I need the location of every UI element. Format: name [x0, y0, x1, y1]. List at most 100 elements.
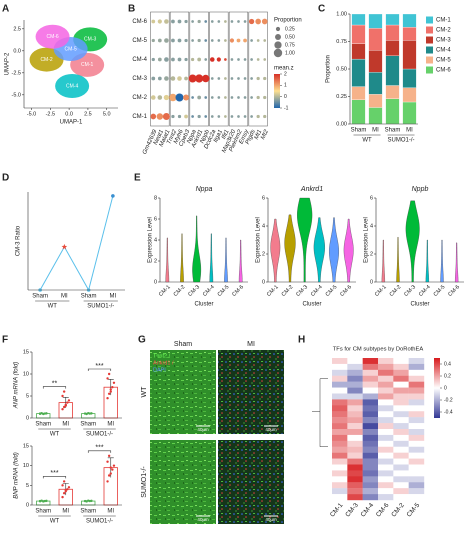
- cell: [393, 405, 409, 412]
- legend-swatch: [426, 56, 433, 64]
- y-axis-label: BNP mRNA (fold): [14, 452, 20, 499]
- point: [111, 386, 114, 389]
- dot: [224, 39, 227, 42]
- cell: [393, 399, 409, 406]
- panel-letter: D: [2, 173, 9, 184]
- cell: [332, 417, 348, 424]
- dot: [230, 115, 234, 118]
- cell: [362, 488, 379, 495]
- column-label: CM-2: [390, 502, 406, 519]
- gene-label: Nppa: [186, 128, 198, 144]
- bar-segment: [402, 68, 417, 88]
- gene-label: Itga1: [213, 129, 224, 144]
- panel-letter: B: [128, 4, 135, 15]
- dot: [216, 57, 221, 62]
- subplot-title: Ankrd1: [300, 186, 323, 193]
- dot: [175, 93, 184, 102]
- dot: [256, 95, 260, 100]
- dot: [210, 20, 214, 23]
- dot: [237, 77, 240, 80]
- violin: [192, 215, 202, 283]
- gene-group-box: [189, 11, 209, 127]
- cluster-label: CM-6: [46, 34, 58, 40]
- dot: [156, 113, 164, 120]
- violin: [381, 239, 385, 283]
- x-axis-label: Cluster: [302, 302, 321, 308]
- group-label: SUMO1-/-: [388, 138, 415, 144]
- cell: [362, 411, 379, 418]
- legend-swatch: [426, 26, 433, 34]
- scale-bar-label: 40µm: [197, 517, 209, 522]
- sig-bracket: [87, 368, 112, 371]
- dot: [230, 96, 234, 99]
- cell: [378, 411, 394, 418]
- dot: [164, 38, 169, 43]
- y-tick-label: 8: [154, 195, 157, 201]
- y-tick-label: 10: [23, 371, 29, 377]
- marker: [61, 243, 68, 250]
- size-legend-dot: [273, 48, 283, 58]
- violin: [270, 218, 281, 283]
- cell: [393, 434, 409, 442]
- cell: [332, 464, 348, 471]
- x-axis-label: UMAP-1: [60, 120, 83, 126]
- dot: [184, 19, 188, 24]
- group-label: WT: [48, 304, 58, 310]
- dot: [237, 58, 240, 61]
- cell: [408, 458, 425, 465]
- x-tick-label: Sham: [385, 128, 401, 134]
- y-axis-label: ANP mRNA (fold): [14, 362, 20, 410]
- column-label: CM-1: [329, 502, 345, 519]
- point: [106, 480, 109, 483]
- dot: [164, 76, 169, 81]
- point: [61, 394, 64, 398]
- dot: [224, 20, 227, 23]
- dot: [248, 18, 255, 25]
- cell: [332, 494, 348, 501]
- dot: [263, 95, 267, 100]
- violin: [238, 239, 243, 283]
- dot: [243, 58, 247, 61]
- point: [67, 399, 71, 402]
- legend-label: CM-1: [436, 18, 451, 24]
- dot: [204, 96, 208, 99]
- sig-bracket: [42, 386, 67, 389]
- gene-group-box: [150, 11, 170, 127]
- cell: [393, 476, 409, 483]
- cell: [408, 429, 425, 436]
- dot: [250, 96, 253, 99]
- dot: [157, 57, 162, 62]
- cell: [378, 417, 394, 424]
- bar-segment: [351, 99, 366, 125]
- dot: [170, 76, 176, 81]
- dot: [237, 20, 240, 23]
- x-tick-label: MI: [62, 422, 69, 428]
- cell: [408, 494, 425, 501]
- dot: [204, 58, 208, 61]
- dot: [171, 38, 175, 43]
- cell: [347, 417, 363, 424]
- cell: [362, 476, 379, 483]
- y-tick-label: 5: [26, 393, 29, 399]
- x-tick-label: MI: [110, 294, 117, 300]
- cell: [332, 440, 348, 447]
- cell: [332, 488, 348, 495]
- cell: [393, 446, 409, 453]
- dot: [151, 19, 156, 24]
- y-tick-label: 0: [154, 279, 157, 285]
- scale-bar-label: 40µm: [265, 427, 277, 432]
- point: [64, 488, 67, 492]
- panel-letter: A: [2, 4, 9, 15]
- dot: [250, 39, 253, 42]
- cell: [362, 363, 379, 371]
- legend-swatch: [426, 66, 433, 74]
- gene-label: Mt1: [254, 129, 264, 141]
- bar-segment: [385, 55, 400, 86]
- dot: [237, 115, 240, 118]
- dot: [177, 57, 182, 62]
- cell: [393, 464, 409, 471]
- y-tick-label: 0: [26, 502, 29, 508]
- bar-segment: [368, 28, 383, 51]
- y-tick-label: 0.50: [336, 66, 347, 72]
- gene-group-box: [169, 11, 190, 127]
